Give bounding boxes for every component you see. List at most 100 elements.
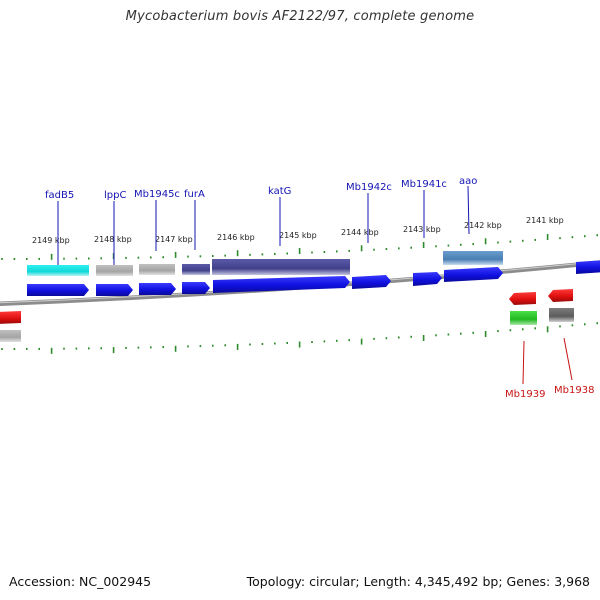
minor-tick <box>88 257 90 260</box>
minor-tick <box>509 240 512 243</box>
major-tick <box>50 253 53 260</box>
minor-tick <box>348 249 350 252</box>
feature-track-upper <box>27 251 503 276</box>
minor-tick <box>199 255 202 258</box>
minor-tick <box>26 347 28 350</box>
minor-tick <box>410 335 412 338</box>
minor-tick <box>435 334 437 337</box>
cds-arrow-lppc[interactable] <box>96 284 133 296</box>
cds-arrow-fadb5[interactable] <box>27 284 89 296</box>
minor-tick <box>460 332 462 335</box>
feature-block[interactable] <box>139 264 175 275</box>
minor-tick <box>534 238 536 241</box>
minor-tick <box>522 328 524 331</box>
major-tick <box>546 234 549 240</box>
gene-label-mb1945c[interactable]: Mb1945c <box>134 189 180 200</box>
gene-labels: fadB5 lppC Mb1945c furA katG Mb1942c Mb1… <box>45 176 594 400</box>
cds-arrow-edge[interactable] <box>576 260 600 274</box>
minor-tick <box>509 329 512 332</box>
minor-tick <box>100 347 102 350</box>
minor-tick <box>274 253 276 255</box>
minor-tick <box>187 345 189 348</box>
cds-arrow-mb1942c[interactable] <box>352 275 391 289</box>
minor-tick <box>249 253 251 256</box>
gene-label-katg[interactable]: katG <box>268 186 291 197</box>
feature-block[interactable] <box>443 251 503 265</box>
cds-arrow-katg[interactable] <box>213 276 350 293</box>
minor-tick <box>75 257 78 260</box>
minor-tick <box>63 347 65 350</box>
minor-tick <box>311 251 313 254</box>
minor-tick <box>559 237 561 240</box>
major-tick <box>174 251 177 258</box>
minor-tick <box>596 322 598 325</box>
minor-tick <box>398 336 400 339</box>
minor-tick <box>162 256 164 259</box>
minor-tick <box>38 347 40 350</box>
minor-tick <box>150 256 152 259</box>
cds-arrow-mb1941c[interactable] <box>413 272 442 286</box>
gene-label-aao[interactable]: aao <box>459 176 477 187</box>
gene-label-fadb5[interactable]: fadB5 <box>45 190 74 201</box>
minor-tick <box>584 323 586 326</box>
minor-tick <box>534 327 536 330</box>
minor-tick <box>286 252 288 255</box>
cds-arrow-aao[interactable] <box>444 267 503 282</box>
gene-label-mb1942c[interactable]: Mb1942c <box>346 182 392 193</box>
minor-tick <box>460 243 462 246</box>
minor-tick <box>261 343 264 345</box>
major-tick <box>236 343 239 350</box>
minor-tick <box>75 347 78 350</box>
minor-tick <box>212 255 214 257</box>
minor-tick <box>373 337 375 340</box>
gene-label-fura[interactable]: furA <box>184 189 205 200</box>
major-tick <box>298 341 301 348</box>
cds-arrow-mb1938[interactable] <box>548 289 573 302</box>
major-tick <box>174 345 177 352</box>
feature-block[interactable] <box>182 264 210 275</box>
minor-tick <box>249 343 251 346</box>
feature-block[interactable] <box>549 308 574 322</box>
map-title: Mycobacterium bovis AF2122/97, complete … <box>125 9 475 24</box>
minor-tick <box>137 256 140 259</box>
minor-tick <box>100 257 102 260</box>
cds-arrow-edge-reverse[interactable] <box>0 311 21 324</box>
major-tick <box>236 250 239 257</box>
minor-tick <box>187 255 189 258</box>
feature-block[interactable] <box>0 330 21 342</box>
minor-tick <box>447 333 450 336</box>
gene-label-mb1941c[interactable]: Mb1941c <box>401 179 447 190</box>
feature-block[interactable] <box>510 311 537 325</box>
minor-tick <box>596 234 598 237</box>
cds-arrow-fura[interactable] <box>182 282 210 294</box>
gene-label-mb1939[interactable]: Mb1939 <box>505 389 545 400</box>
minor-tick <box>125 346 127 349</box>
major-tick <box>546 326 549 333</box>
minor-tick <box>224 254 226 257</box>
major-tick <box>112 347 115 354</box>
cds-arrow-mb1945c[interactable] <box>139 283 176 295</box>
major-tick <box>422 335 425 341</box>
major-tick <box>360 245 363 252</box>
minor-tick <box>137 346 140 349</box>
minor-tick <box>373 248 375 251</box>
cds-track-forward <box>27 260 600 296</box>
minor-tick <box>559 325 561 328</box>
major-tick <box>298 248 301 254</box>
cds-arrow-mb1939[interactable] <box>509 292 536 305</box>
kbp-label: 2148 kbp <box>94 235 132 244</box>
minor-tick <box>336 250 338 253</box>
kbp-label: 2144 kbp <box>341 228 379 237</box>
gene-label-mb1938[interactable]: Mb1938 <box>554 385 594 396</box>
minor-tick <box>1 258 3 260</box>
minor-tick <box>212 344 214 347</box>
major-tick <box>484 238 487 245</box>
feature-block[interactable] <box>96 265 133 276</box>
gene-label-lppc[interactable]: lppC <box>104 190 126 201</box>
minor-tick <box>472 243 474 246</box>
feature-block[interactable] <box>212 259 350 275</box>
minor-tick <box>385 337 388 340</box>
feature-block[interactable] <box>27 265 89 276</box>
minor-tick <box>162 346 164 349</box>
